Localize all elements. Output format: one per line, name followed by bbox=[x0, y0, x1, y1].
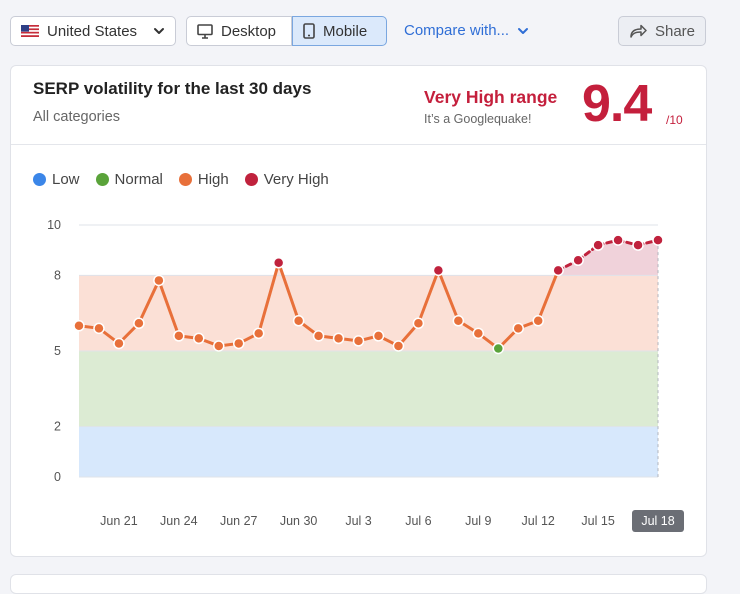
data-point bbox=[552, 264, 564, 277]
selected-date-badge bbox=[632, 510, 684, 532]
legend-label-normal: Normal bbox=[114, 171, 163, 188]
x-tick-label: Jul 9 bbox=[465, 514, 491, 528]
next-card bbox=[10, 574, 707, 594]
mobile-icon bbox=[303, 23, 315, 39]
series-line-segment bbox=[257, 261, 281, 335]
toolbar: United States Desktop Mobile Compare wit… bbox=[0, 0, 740, 64]
x-tick-label: Jun 24 bbox=[160, 514, 198, 528]
series-line-segment bbox=[137, 278, 161, 325]
y-tick-label: 2 bbox=[54, 420, 61, 434]
us-flag-icon bbox=[21, 25, 39, 37]
mobile-label: Mobile bbox=[323, 22, 368, 40]
legend-dot-very-high bbox=[244, 173, 258, 186]
data-point bbox=[432, 264, 445, 277]
data-point bbox=[612, 234, 624, 246]
data-point bbox=[512, 322, 524, 335]
data-point bbox=[572, 254, 584, 267]
series-line-segment bbox=[277, 261, 301, 323]
x-tick-label: Jun 21 bbox=[100, 514, 138, 528]
compare-dropdown[interactable]: Compare with... bbox=[404, 22, 529, 39]
data-point bbox=[272, 257, 285, 269]
data-point bbox=[652, 234, 664, 246]
score-max: /10 bbox=[666, 113, 683, 127]
data-point bbox=[133, 317, 145, 330]
data-point bbox=[173, 330, 185, 342]
x-tick-label: Jul 15 bbox=[581, 514, 614, 528]
y-tick-label: 8 bbox=[54, 268, 61, 282]
data-point bbox=[193, 332, 205, 345]
desktop-icon bbox=[197, 23, 213, 39]
data-point bbox=[412, 317, 425, 330]
legend-dot-normal bbox=[95, 173, 109, 186]
chart-legend: Low Normal High Very High bbox=[33, 171, 345, 188]
band-very-high-area bbox=[558, 240, 658, 276]
series-line-segment bbox=[416, 268, 440, 325]
data-point bbox=[232, 337, 245, 350]
data-point bbox=[292, 315, 305, 327]
data-point bbox=[332, 332, 345, 345]
share-button[interactable]: Share bbox=[618, 16, 706, 46]
data-point bbox=[632, 239, 644, 251]
data-point bbox=[153, 274, 165, 287]
compare-label: Compare with... bbox=[404, 22, 510, 39]
legend-item-normal[interactable]: Normal bbox=[95, 171, 163, 188]
data-point bbox=[73, 320, 85, 332]
data-point bbox=[472, 327, 485, 340]
y-tick-label: 10 bbox=[47, 218, 61, 232]
series-line-segment bbox=[157, 278, 181, 338]
chevron-down-icon bbox=[518, 27, 529, 34]
volatility-score: 9.4 bbox=[582, 75, 652, 133]
peak-area bbox=[258, 262, 299, 334]
mobile-button[interactable]: Mobile bbox=[292, 16, 387, 46]
volatility-card: SERP volatility for the last 30 days All… bbox=[10, 65, 707, 557]
share-arrow-icon bbox=[630, 24, 647, 38]
range-description: It’s a Googlequake! bbox=[424, 112, 532, 126]
y-tick-label: 0 bbox=[54, 470, 61, 484]
share-label: Share bbox=[654, 22, 696, 40]
y-tick-label: 5 bbox=[54, 344, 61, 358]
data-point bbox=[352, 335, 365, 347]
data-point bbox=[93, 322, 105, 335]
x-tick-label-selected: Jul 18 bbox=[641, 514, 674, 528]
legend-dot-high bbox=[178, 173, 192, 186]
band-low bbox=[79, 426, 658, 477]
x-tick-label: Jul 12 bbox=[522, 514, 555, 528]
range-label: Very High range bbox=[424, 87, 558, 107]
legend-label-high: High bbox=[197, 171, 229, 188]
series-line-segment bbox=[536, 268, 560, 323]
data-point bbox=[452, 315, 465, 327]
x-tick-label: Jun 30 bbox=[280, 514, 318, 528]
x-tick-label: Jul 3 bbox=[345, 514, 371, 528]
country-select[interactable]: United States bbox=[10, 16, 176, 46]
category-label: All categories bbox=[33, 109, 121, 125]
peak-area bbox=[418, 270, 459, 324]
volatility-chart: 0 2 5 8 10 Jun 21 Jun 24 Jun 27 Jun 30 Jul 3 Jul 6… bbox=[47, 218, 684, 532]
series-line-segment bbox=[436, 268, 460, 323]
data-point bbox=[252, 327, 265, 340]
data-point bbox=[392, 340, 405, 352]
legend-item-very-high[interactable]: Very High bbox=[244, 171, 329, 188]
data-point bbox=[532, 315, 544, 327]
data-point bbox=[372, 330, 385, 342]
chevron-down-icon bbox=[154, 28, 164, 34]
legend-item-high[interactable]: High bbox=[178, 171, 229, 188]
card-header: SERP volatility for the last 30 days All… bbox=[11, 66, 706, 145]
device-toggle: Desktop Mobile bbox=[186, 16, 387, 46]
card-title: SERP volatility for the last 30 days bbox=[33, 79, 312, 98]
legend-label-very-high: Very High bbox=[263, 171, 329, 188]
country-label: United States bbox=[47, 22, 138, 40]
legend-dot-low bbox=[33, 173, 46, 186]
legend-item-low[interactable]: Low bbox=[33, 171, 80, 188]
data-point bbox=[213, 340, 225, 352]
data-point bbox=[312, 330, 325, 342]
legend-label-low: Low bbox=[52, 171, 80, 188]
desktop-label: Desktop bbox=[221, 22, 277, 40]
desktop-button[interactable]: Desktop bbox=[186, 16, 292, 46]
data-point bbox=[492, 342, 505, 355]
band-normal bbox=[79, 351, 658, 427]
data-point bbox=[113, 337, 125, 350]
x-tick-label: Jul 6 bbox=[405, 514, 431, 528]
x-tick-label: Jun 27 bbox=[220, 514, 258, 528]
data-point bbox=[592, 239, 604, 251]
